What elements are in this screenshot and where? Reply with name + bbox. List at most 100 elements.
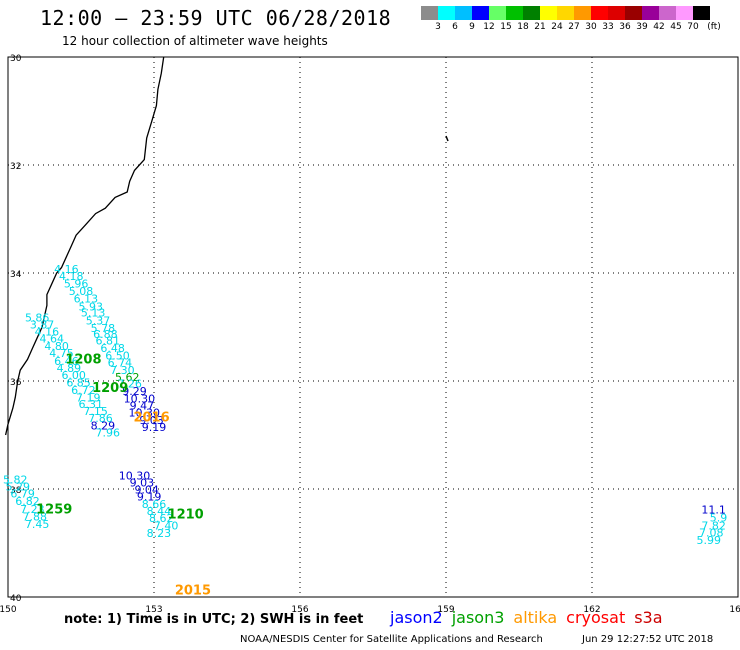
wave-height-value: 5.99 (697, 534, 722, 547)
wave-height-value: 6.31 (78, 398, 103, 411)
legend-label: 33 (602, 22, 614, 32)
latitude-tick-label: 30 (10, 54, 22, 64)
wave-height-value: 5.78 (91, 322, 116, 335)
wave-height-value: 7.40 (154, 520, 179, 533)
legend-label: 70 (687, 22, 699, 32)
legend-label: 18 (517, 22, 529, 32)
wave-height-value: 7.26 (117, 377, 142, 390)
wave-height-value: 8.44 (147, 505, 172, 518)
wave-height-value: 6.81 (96, 334, 121, 347)
legend-swatch (438, 6, 455, 20)
credit-line: NOAA/NESDIS Center for Satellite Applica… (240, 634, 543, 645)
pass-time-label: 1209 (92, 381, 128, 396)
wave-height-value: 8.62 (149, 512, 174, 525)
legend-label: 36 (619, 22, 631, 32)
legend-swatch (557, 6, 574, 20)
legend-label: 45 (670, 22, 682, 32)
legend-label: 24 (551, 22, 563, 32)
legend-swatch (591, 6, 608, 20)
page-title: 12:00 — 23:59 UTC 06/28/2018 (40, 6, 392, 30)
legend-swatch (693, 6, 710, 20)
wave-height-value: 5.9 (710, 511, 728, 524)
wave-height-value: 5.96 (64, 278, 89, 291)
wave-height-value: 5.13 (81, 307, 106, 320)
legend-label: 39 (636, 22, 648, 32)
legend-swatch (642, 6, 659, 20)
wave-height-value: 10.30 (119, 469, 151, 482)
wave-height-value: 7.19 (76, 392, 101, 405)
latitude-tick-label: 38 (10, 486, 22, 496)
longitude-tick-label: 156 (291, 605, 308, 615)
wave-height-value: 7.45 (25, 518, 50, 531)
legend-swatch (625, 6, 642, 20)
wave-height-value: 5.37 (86, 314, 111, 327)
satellite-name: altika (513, 608, 558, 627)
latitude-tick-label: 36 (10, 378, 22, 388)
wave-height-value: 4.89 (57, 362, 82, 375)
legend-label: 9 (469, 22, 475, 32)
legend-swatch (659, 6, 676, 20)
legend-label: 15 (500, 22, 512, 32)
wave-height-value: 11.1 (701, 503, 726, 516)
legend-swatch (608, 6, 625, 20)
legend-swatch (574, 6, 591, 20)
wave-height-value: 5.93 (78, 300, 103, 313)
wave-height-value: 6.00 (61, 369, 86, 382)
legend-label: 21 (534, 22, 546, 32)
wave-height-value: 9.29 (122, 385, 147, 398)
legend-swatches (421, 6, 740, 20)
longitude-tick-label: 159 (437, 605, 454, 615)
legend-swatch (523, 6, 540, 20)
wave-height-value: 6.46 (54, 355, 79, 368)
page-subtitle: 12 hour collection of altimeter wave hei… (62, 34, 328, 48)
map-frame (7, 56, 739, 598)
wave-height-value: 8.29 (91, 420, 116, 433)
legend-labels: 3 6 9 12 15 18 21 24 27 30 33 36 39 42 45 70 (ft) (421, 20, 740, 32)
island-mark (445, 135, 449, 142)
footer-note: note: 1) Time is in UTC; 2) SWH is in fe… (64, 612, 364, 627)
legend-label: 3 (435, 22, 441, 32)
satellite-name: cryosat (566, 608, 626, 627)
wave-height-value: 7.82 (701, 520, 726, 533)
wave-height-value: 7.88 (23, 510, 48, 523)
satellite-name: jason2 (390, 608, 443, 627)
wave-height-value: 6.74 (108, 356, 133, 369)
wave-height-value: 5.62 (115, 371, 140, 384)
legend-swatch (455, 6, 472, 20)
pass-time-label: 2015 (175, 583, 211, 598)
longitude-tick-label: 150 (0, 605, 17, 615)
pass-time-label: 1210 (168, 508, 204, 523)
longitude-tick-label: 153 (145, 605, 162, 615)
satellite-name: jason3 (451, 608, 505, 627)
wave-height-value: 8.23 (147, 527, 172, 540)
wave-height-value: 3.87 (30, 319, 55, 332)
latitude-tick-label: 40 (10, 594, 22, 604)
wave-height-value: 7.96 (96, 427, 121, 440)
wave-height-value: 5.86 (25, 312, 50, 325)
legend-swatch (506, 6, 523, 20)
wave-height-value: 6.88 (93, 328, 118, 341)
wave-height-value: 4.75 (49, 347, 74, 360)
generated-timestamp: Jun 29 12:27:52 UTC 2018 (582, 634, 714, 645)
wave-height-value: 6.48 (100, 342, 125, 355)
wave-height-value: 5.08 (69, 285, 94, 298)
legend-label: 42 (653, 22, 665, 32)
wave-height-value: 5.29 (5, 481, 30, 494)
satellite-name: s3a (634, 608, 663, 627)
wave-height-value: 6.72 (71, 384, 96, 397)
legend-swatch (472, 6, 489, 20)
legend-label: 27 (568, 22, 580, 32)
legend-label: 12 (483, 22, 495, 32)
legend-swatch (676, 6, 693, 20)
wave-height-value: 7.86 (88, 412, 113, 425)
legend-label: 30 (585, 22, 597, 32)
pass-time-label: 2016 (133, 411, 169, 426)
legend-label: 6 (452, 22, 458, 32)
wave-height-value: 7.30 (110, 364, 135, 377)
wave-height-value: 10.30 (129, 407, 161, 420)
legend-swatch (421, 6, 438, 20)
wave-height-value: 4.16 (35, 326, 60, 339)
wave-height-value: 7.23 (20, 503, 45, 516)
wave-height-value: 4.80 (44, 340, 69, 353)
